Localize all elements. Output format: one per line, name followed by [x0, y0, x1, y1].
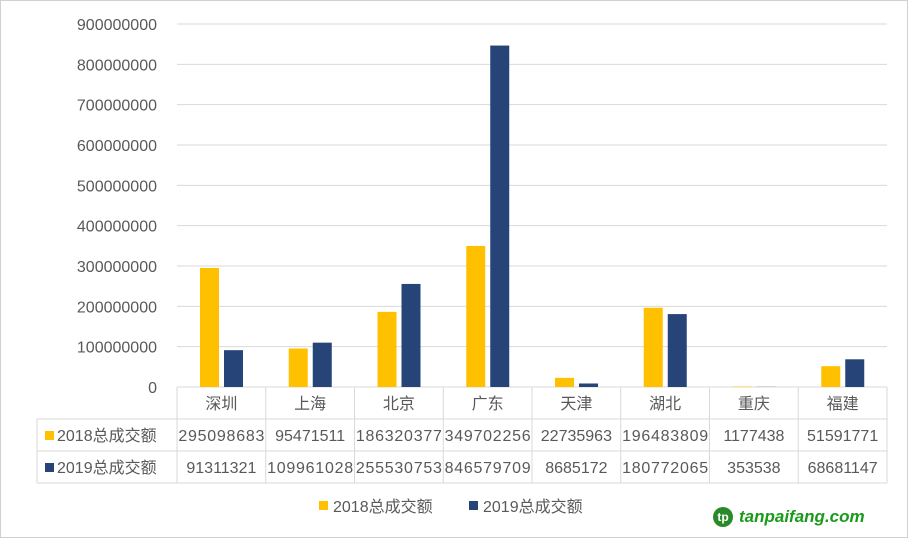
table-cell: 8685172 — [545, 460, 607, 477]
category-label: 北京 — [383, 395, 415, 413]
bar-2019 — [845, 359, 865, 387]
table-cell: 295098683 — [178, 428, 264, 445]
y-tick-label: 500000000 — [77, 178, 157, 195]
legend-key-0 — [45, 431, 54, 440]
bar-2019 — [401, 283, 421, 387]
legend-marker — [469, 501, 478, 510]
table-cell: 196483809 — [622, 428, 708, 445]
y-tick-label: 900000000 — [77, 17, 157, 34]
bar-2018 — [555, 377, 574, 387]
table-cell: 1177438 — [723, 428, 784, 445]
legend-key-1 — [45, 463, 54, 472]
watermark-logo: tp tanpaifang.com — [713, 507, 865, 527]
y-tick-label: 100000000 — [77, 340, 157, 357]
category-label: 福建 — [827, 395, 859, 413]
bar-2019 — [312, 342, 332, 387]
bar-2018 — [643, 307, 663, 387]
table-cell: 255530753 — [356, 460, 442, 477]
y-tick-label: 0 — [148, 380, 157, 397]
y-tick-label: 700000000 — [77, 98, 157, 115]
table-cell: 349702256 — [445, 428, 531, 445]
legend-marker — [319, 501, 328, 510]
bar-2018 — [200, 267, 219, 387]
category-label: 天津 — [560, 395, 592, 413]
category-label: 重庆 — [738, 395, 770, 413]
table-cell: 95471511 — [275, 428, 345, 445]
table-cell: 109961028 — [267, 460, 353, 477]
bar-2019 — [579, 383, 598, 387]
y-tick-label: 800000000 — [77, 57, 157, 74]
category-label: 深圳 — [205, 395, 237, 413]
y-tick-label: 600000000 — [77, 138, 157, 155]
series-label: 2018总成交额 — [57, 427, 157, 445]
bar-2018 — [377, 311, 397, 387]
category-label: 广东 — [472, 395, 504, 413]
bar-2019 — [224, 350, 243, 387]
y-tick-label: 300000000 — [77, 259, 157, 276]
bar-2018 — [288, 348, 308, 387]
table-cell: 186320377 — [356, 428, 442, 445]
y-tick-label: 400000000 — [77, 219, 157, 236]
table-cell: 51591771 — [807, 428, 878, 445]
table-cell: 353538 — [727, 460, 780, 477]
table-cell: 22735963 — [541, 428, 612, 445]
bar-2018 — [466, 245, 486, 387]
bar-2019 — [667, 314, 687, 387]
logo-icon: tp — [713, 507, 733, 527]
series-label: 2019总成交额 — [57, 459, 157, 477]
category-label: 上海 — [294, 395, 326, 413]
table-cell: 180772065 — [622, 460, 708, 477]
table-cell: 91311321 — [186, 460, 256, 477]
table-cell: 846579709 — [445, 460, 531, 477]
table-cell: 68681147 — [808, 460, 878, 477]
y-tick-label: 200000000 — [77, 299, 157, 316]
legend-label: 2018总成交额 — [333, 498, 433, 516]
category-label: 湖北 — [649, 395, 681, 413]
legend-label: 2019总成交额 — [483, 498, 583, 516]
bar-2018 — [821, 366, 841, 387]
bar-2019 — [490, 45, 510, 388]
watermark-text: tanpaifang.com — [739, 507, 865, 526]
